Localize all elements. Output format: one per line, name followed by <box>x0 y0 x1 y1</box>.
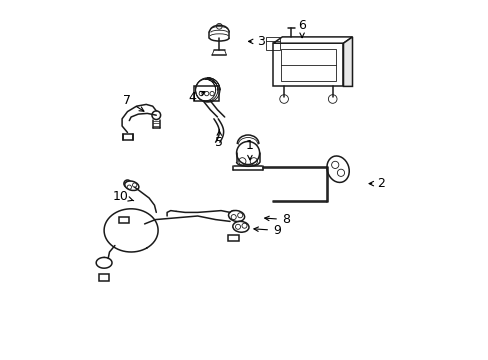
Text: 4: 4 <box>188 91 204 104</box>
Bar <box>118 217 128 223</box>
Ellipse shape <box>326 156 348 183</box>
Text: 3: 3 <box>248 35 264 48</box>
Ellipse shape <box>124 181 139 190</box>
Bar <box>123 134 133 140</box>
Bar <box>194 86 219 101</box>
Text: 8: 8 <box>264 213 289 226</box>
Bar <box>273 43 343 86</box>
Bar <box>228 235 239 241</box>
Text: 6: 6 <box>298 19 305 38</box>
Text: 7: 7 <box>123 94 143 111</box>
Text: 1: 1 <box>245 139 253 160</box>
Text: 5: 5 <box>215 130 223 149</box>
Bar <box>280 49 336 81</box>
Polygon shape <box>343 37 352 86</box>
Circle shape <box>236 141 259 165</box>
Bar <box>265 37 279 50</box>
Text: 10: 10 <box>112 190 133 203</box>
Bar <box>99 274 108 281</box>
Ellipse shape <box>228 211 244 221</box>
Text: 9: 9 <box>253 224 280 237</box>
Circle shape <box>230 211 237 218</box>
Text: 2: 2 <box>368 177 385 190</box>
Ellipse shape <box>232 221 248 232</box>
Polygon shape <box>273 37 352 43</box>
